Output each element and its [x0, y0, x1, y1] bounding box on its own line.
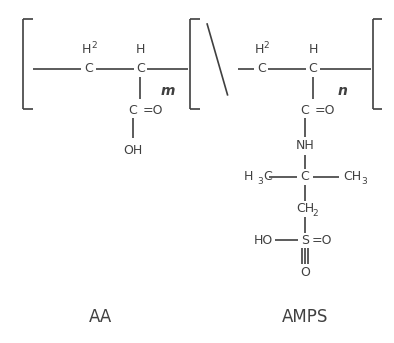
Text: 2: 2 — [312, 209, 318, 218]
Text: C: C — [309, 62, 318, 75]
Text: H: H — [309, 43, 318, 56]
Text: =O: =O — [143, 104, 163, 117]
Text: OH: OH — [123, 144, 142, 157]
Text: 3: 3 — [258, 177, 263, 186]
Text: 2: 2 — [264, 40, 269, 49]
Text: O: O — [300, 266, 310, 279]
Text: H: H — [82, 43, 91, 56]
Text: AMPS: AMPS — [282, 308, 328, 326]
Text: C: C — [301, 104, 310, 117]
Text: NH: NH — [296, 139, 314, 152]
Text: C: C — [128, 104, 137, 117]
Text: H: H — [244, 170, 253, 184]
Text: H: H — [255, 43, 264, 56]
Text: S: S — [301, 234, 309, 247]
Text: C: C — [257, 62, 266, 75]
Text: H: H — [136, 43, 145, 56]
Text: 3: 3 — [362, 177, 368, 186]
Text: HO: HO — [254, 234, 273, 247]
Text: C: C — [136, 62, 145, 75]
Text: CH: CH — [296, 202, 314, 215]
Text: AA: AA — [89, 308, 112, 326]
Text: =O: =O — [315, 104, 336, 117]
Text: C: C — [264, 170, 272, 184]
Text: =O: =O — [312, 234, 333, 247]
Text: CH: CH — [344, 170, 362, 184]
Text: C: C — [301, 170, 310, 184]
Text: n: n — [338, 84, 348, 98]
Text: C: C — [84, 62, 93, 75]
Text: 2: 2 — [91, 40, 97, 49]
Text: m: m — [161, 84, 175, 98]
